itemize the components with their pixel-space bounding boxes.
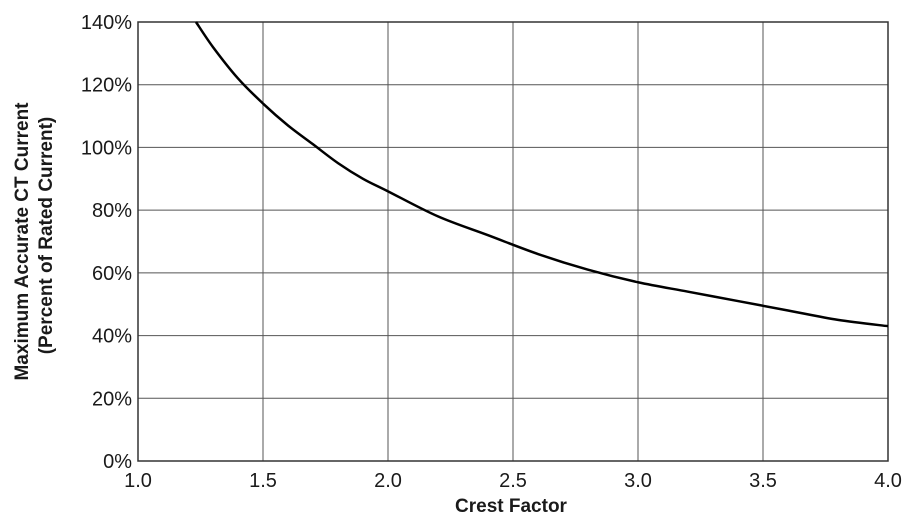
y-tick-label: 40%	[92, 326, 132, 348]
x-tick-label: 1.5	[249, 470, 277, 492]
grid	[138, 22, 888, 461]
x-tick-label: 2.0	[374, 470, 402, 492]
y-tick-label: 100%	[81, 137, 132, 159]
y-tick-label: 20%	[92, 388, 132, 410]
series-line-crest-factor-curve	[194, 21, 889, 328]
y-axis-title-line-2: (Percent of Rated Current)	[36, 117, 57, 355]
y-axis-title-line-1: Maximum Accurate CT Current	[12, 102, 33, 381]
x-tick-label: 3.0	[624, 470, 652, 492]
y-tick-label: 140%	[81, 12, 132, 34]
x-tick-label: 4.0	[874, 470, 902, 492]
x-tick-label: 2.5	[499, 470, 527, 492]
x-axis-ticks: 1.0 1.5 2.0 2.5 3.0 3.5 4.0	[124, 470, 902, 492]
y-tick-label: 0%	[103, 451, 132, 473]
x-tick-label: 3.5	[749, 470, 777, 492]
y-tick-label: 60%	[92, 263, 132, 285]
y-axis-title: Maximum Accurate CT Current (Percent of …	[12, 102, 57, 381]
y-tick-label: 120%	[81, 75, 132, 97]
x-tick-label: 1.0	[124, 470, 152, 492]
y-tick-label: 80%	[92, 200, 132, 222]
plot-frame	[137, 21, 889, 462]
x-axis-title: Crest Factor	[455, 496, 568, 517]
y-axis-ticks: 0% 20% 40% 60% 80% 100% 120% 140%	[81, 12, 132, 473]
